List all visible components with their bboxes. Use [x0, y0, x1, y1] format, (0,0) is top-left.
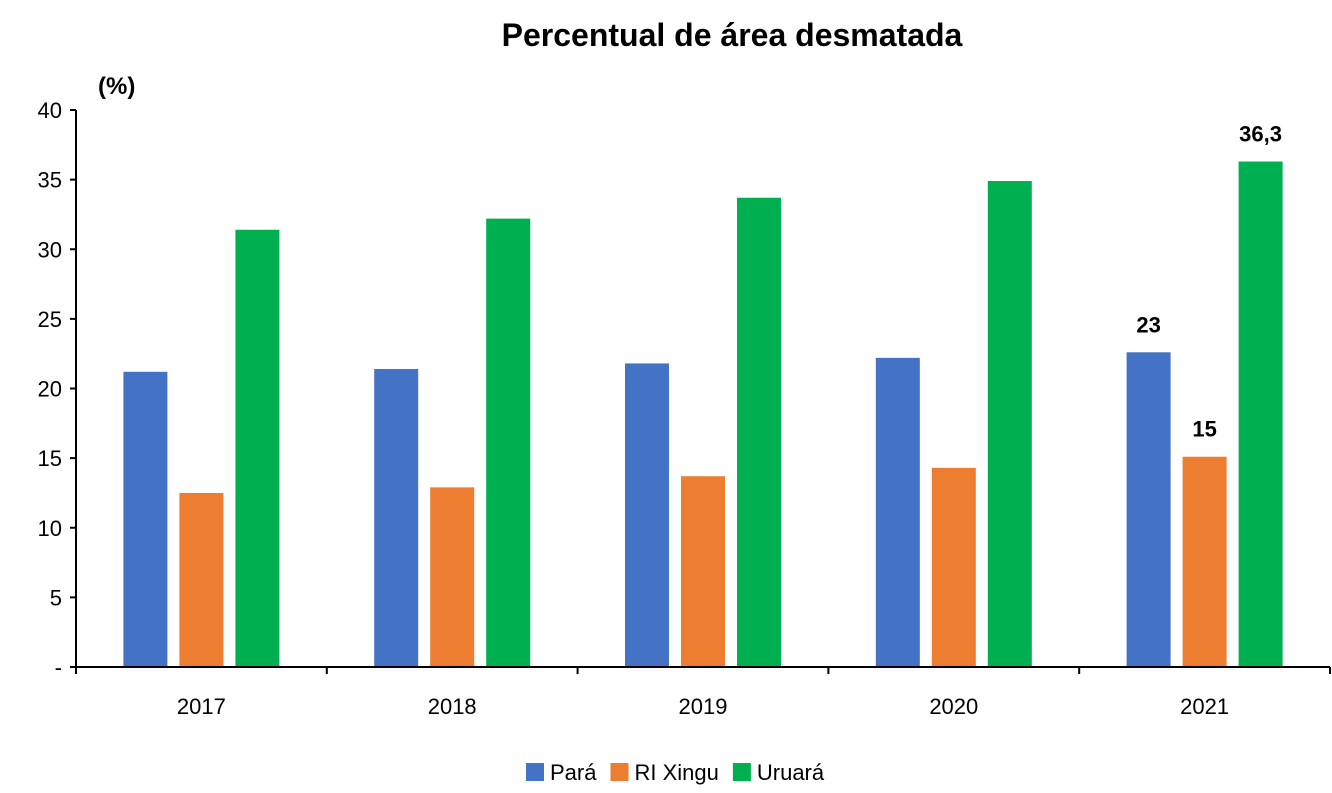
y-axis-ticks: - 5 10 15 20 25 30 35 40	[38, 98, 76, 680]
legend-label: Uruará	[757, 760, 825, 785]
x-tick-label: 2021	[1180, 694, 1229, 719]
legend-swatch	[610, 763, 629, 781]
chart-title: Percentual de área desmatada	[502, 17, 963, 53]
bar-par--2020	[875, 357, 920, 667]
x-tick-label: 2018	[428, 694, 477, 719]
legend-label: Pará	[550, 760, 597, 785]
bar-par--2021	[1126, 352, 1171, 667]
bar-ri-xingu-2019	[681, 476, 725, 667]
data-labels: 23 15 36,3	[1136, 122, 1282, 442]
bar-uruar--2019	[737, 197, 781, 668]
legend-label: RI Xingu	[634, 760, 718, 785]
x-axis-ticks: 2017 2018 2019 2020 2021	[75, 667, 1331, 719]
y-tick-label: 15	[38, 446, 62, 471]
y-tick-label: 25	[38, 307, 62, 332]
y-tick-label: 5	[50, 585, 62, 610]
legend-swatch	[732, 763, 751, 781]
y-tick-label: 40	[38, 98, 62, 123]
bars	[123, 161, 1283, 668]
y-tick-label: 35	[38, 168, 62, 193]
y-tick-label: 30	[38, 237, 62, 262]
bar-uruar--2020	[987, 181, 1032, 667]
bar-uruar--2018	[486, 218, 531, 668]
y-tick-label: 20	[38, 377, 62, 402]
data-label: 15	[1192, 417, 1216, 442]
x-tick-label: 2019	[679, 694, 728, 719]
x-tick-label: 2017	[177, 694, 226, 719]
legend: Pará RI Xingu Uruará	[526, 760, 825, 785]
legend-swatch	[526, 763, 544, 781]
bar-uruar--2017	[235, 229, 280, 667]
data-label: 36,3	[1239, 122, 1282, 147]
y-tick-label: 10	[38, 516, 62, 541]
bar-par--2019	[625, 363, 669, 667]
bar-par--2018	[374, 369, 419, 667]
bar-uruar--2021	[1238, 161, 1283, 667]
bar-ri-xingu-2020	[931, 467, 976, 667]
bar-ri-xingu-2021	[1182, 456, 1227, 667]
x-tick-label: 2020	[929, 694, 978, 719]
y-unit-label: (%)	[98, 73, 135, 100]
bar-ri-xingu-2018	[430, 487, 475, 667]
data-label: 23	[1136, 312, 1160, 337]
bar-ri-xingu-2017	[179, 492, 224, 667]
y-tick-label: -	[55, 655, 62, 680]
bar-par--2017	[123, 371, 168, 667]
